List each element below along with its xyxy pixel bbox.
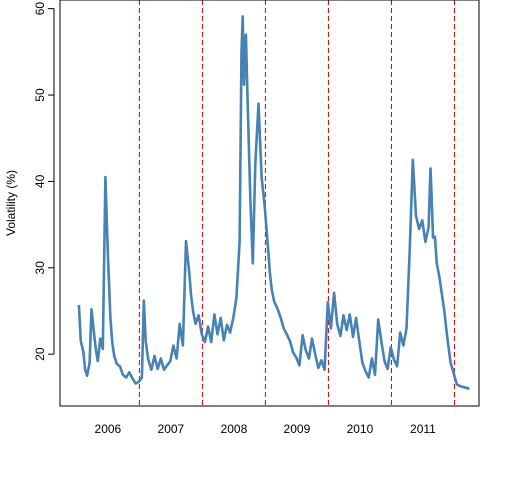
- y-tick-label-50: 50: [33, 88, 47, 102]
- volatility-series-line: [77, 15, 470, 390]
- x-year-label-2006: 2006: [95, 422, 122, 436]
- x-year-label-2007: 2007: [158, 422, 185, 436]
- y-tick-label-30: 30: [33, 261, 47, 275]
- x-year-label-2008: 2008: [221, 422, 248, 436]
- y-tick-label-20: 20: [33, 347, 47, 361]
- boundary-lines: [138, 0, 455, 406]
- x-year-label-2010: 2010: [347, 422, 374, 436]
- plot-frame: [59, 0, 480, 407]
- x-axis-year-labels: 2006 2007 2008 2009 2010 2011: [95, 422, 437, 436]
- y-tick-label-60: 60: [33, 2, 47, 16]
- y-axis-title: Volatility (%): [4, 170, 18, 236]
- y-axis: 20 30 40 50 60: [33, 2, 55, 361]
- x-year-label-2009: 2009: [284, 422, 311, 436]
- x-year-label-2011: 2011: [410, 422, 436, 436]
- y-tick-label-40: 40: [33, 174, 47, 188]
